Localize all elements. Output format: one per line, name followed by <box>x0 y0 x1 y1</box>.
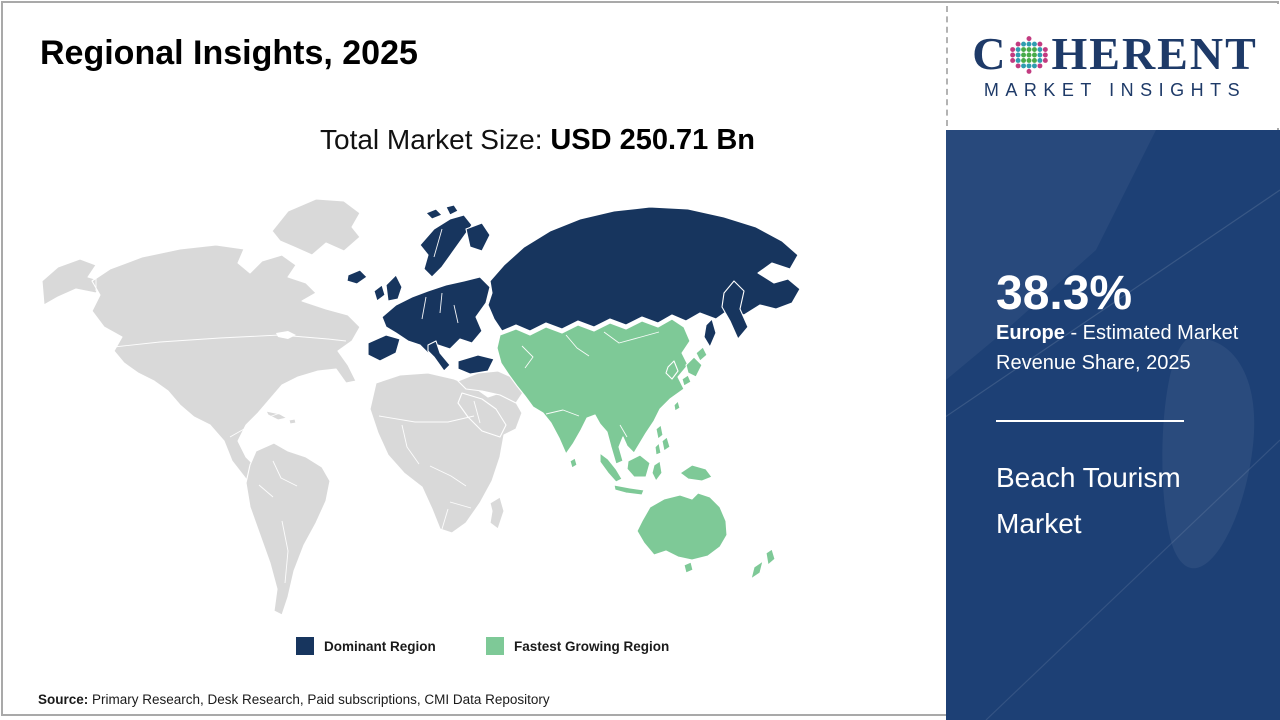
share-region-name: Europe <box>996 322 1065 344</box>
map-ireland <box>373 284 386 302</box>
sidebar: 38.3% Europe - Estimated Market Revenue … <box>946 130 1280 720</box>
map-taiwan <box>673 400 681 412</box>
sidebar-divider <box>996 420 1184 422</box>
map-iberia <box>367 334 401 362</box>
coherent-globe-icon <box>1010 36 1049 74</box>
map-australia <box>636 492 728 561</box>
map-great-lakes <box>276 331 296 339</box>
map-new-guinea <box>679 464 713 482</box>
map-kamchatka <box>721 280 749 340</box>
map-cuba <box>265 410 288 421</box>
map-north-america <box>91 244 361 490</box>
map-arabia <box>457 392 507 438</box>
map-region-fastest <box>496 318 776 580</box>
dominant-region-swatch <box>296 637 314 655</box>
source-line: Source: Primary Research, Desk Research,… <box>38 692 550 707</box>
total-market-size-label: Total Market Size: <box>320 124 551 155</box>
page-title: Regional Insights, 2025 <box>40 34 418 72</box>
map-asia-mainland <box>496 318 691 465</box>
logo-letters-herent: HERENT <box>1051 28 1258 79</box>
map-java <box>613 484 645 496</box>
map-sulawesi <box>651 460 663 482</box>
map-europe-mainland <box>381 276 491 354</box>
map-south-america <box>245 442 331 616</box>
map-new-zealand <box>750 548 776 580</box>
map-japan <box>681 346 708 387</box>
total-market-size: Total Market Size: USD 250.71 Bn <box>320 124 755 157</box>
map-scandinavia <box>419 214 473 278</box>
map-madagascar <box>489 496 505 530</box>
map-region-other <box>41 198 525 616</box>
source-label: Source: <box>38 692 89 707</box>
world-map <box>41 198 801 616</box>
share-region-desc: - Estimated Market Revenue Share, 2025 <box>996 322 1239 374</box>
map-sri-lanka <box>569 457 578 469</box>
map-hispaniola <box>288 418 297 425</box>
map-uk <box>385 274 403 302</box>
map-region-dominant <box>346 204 801 375</box>
map-sumatra <box>599 452 623 483</box>
map-russia <box>487 206 801 332</box>
map-italy <box>427 340 451 372</box>
market-share-description: Europe - Estimated Market Revenue Share,… <box>996 318 1251 378</box>
total-market-size-value: USD 250.71 Bn <box>550 124 756 156</box>
market-name: Beach Tourism Market <box>996 462 1181 539</box>
legend-item-fastest: Fastest Growing Region <box>486 637 669 655</box>
coherent-logo: C HERENT MARKET <box>950 4 1280 128</box>
source-text: Primary Research, Desk Research, Paid su… <box>88 692 550 707</box>
map-borneo <box>626 454 651 478</box>
map-iran <box>457 370 525 404</box>
market-share-value: 38.3% <box>996 267 1133 320</box>
logo-letter-c: C <box>972 28 1008 79</box>
map-sakhalin <box>703 318 717 348</box>
fastest-region-label: Fastest Growing Region <box>514 638 670 654</box>
dominant-region-label: Dominant Region <box>324 638 436 654</box>
map-greenland <box>271 198 361 256</box>
legend-item-dominant: Dominant Region <box>296 637 436 655</box>
map-svalbard <box>425 204 459 220</box>
map-tasmania <box>683 561 694 574</box>
map-iceland <box>346 269 368 285</box>
map-philippines <box>654 424 671 456</box>
map-finland <box>465 222 491 252</box>
fastest-region-swatch <box>486 637 504 655</box>
map-country-borders <box>95 228 660 584</box>
map-turkey <box>457 354 495 375</box>
logo-subtitle: MARKET INSIGHTS <box>983 80 1247 100</box>
logo-wordmark: C HERENT <box>972 31 1258 77</box>
map-korea <box>665 360 679 380</box>
sidebar-map-texture <box>946 130 1280 720</box>
logo-dashed-divider <box>946 6 948 126</box>
